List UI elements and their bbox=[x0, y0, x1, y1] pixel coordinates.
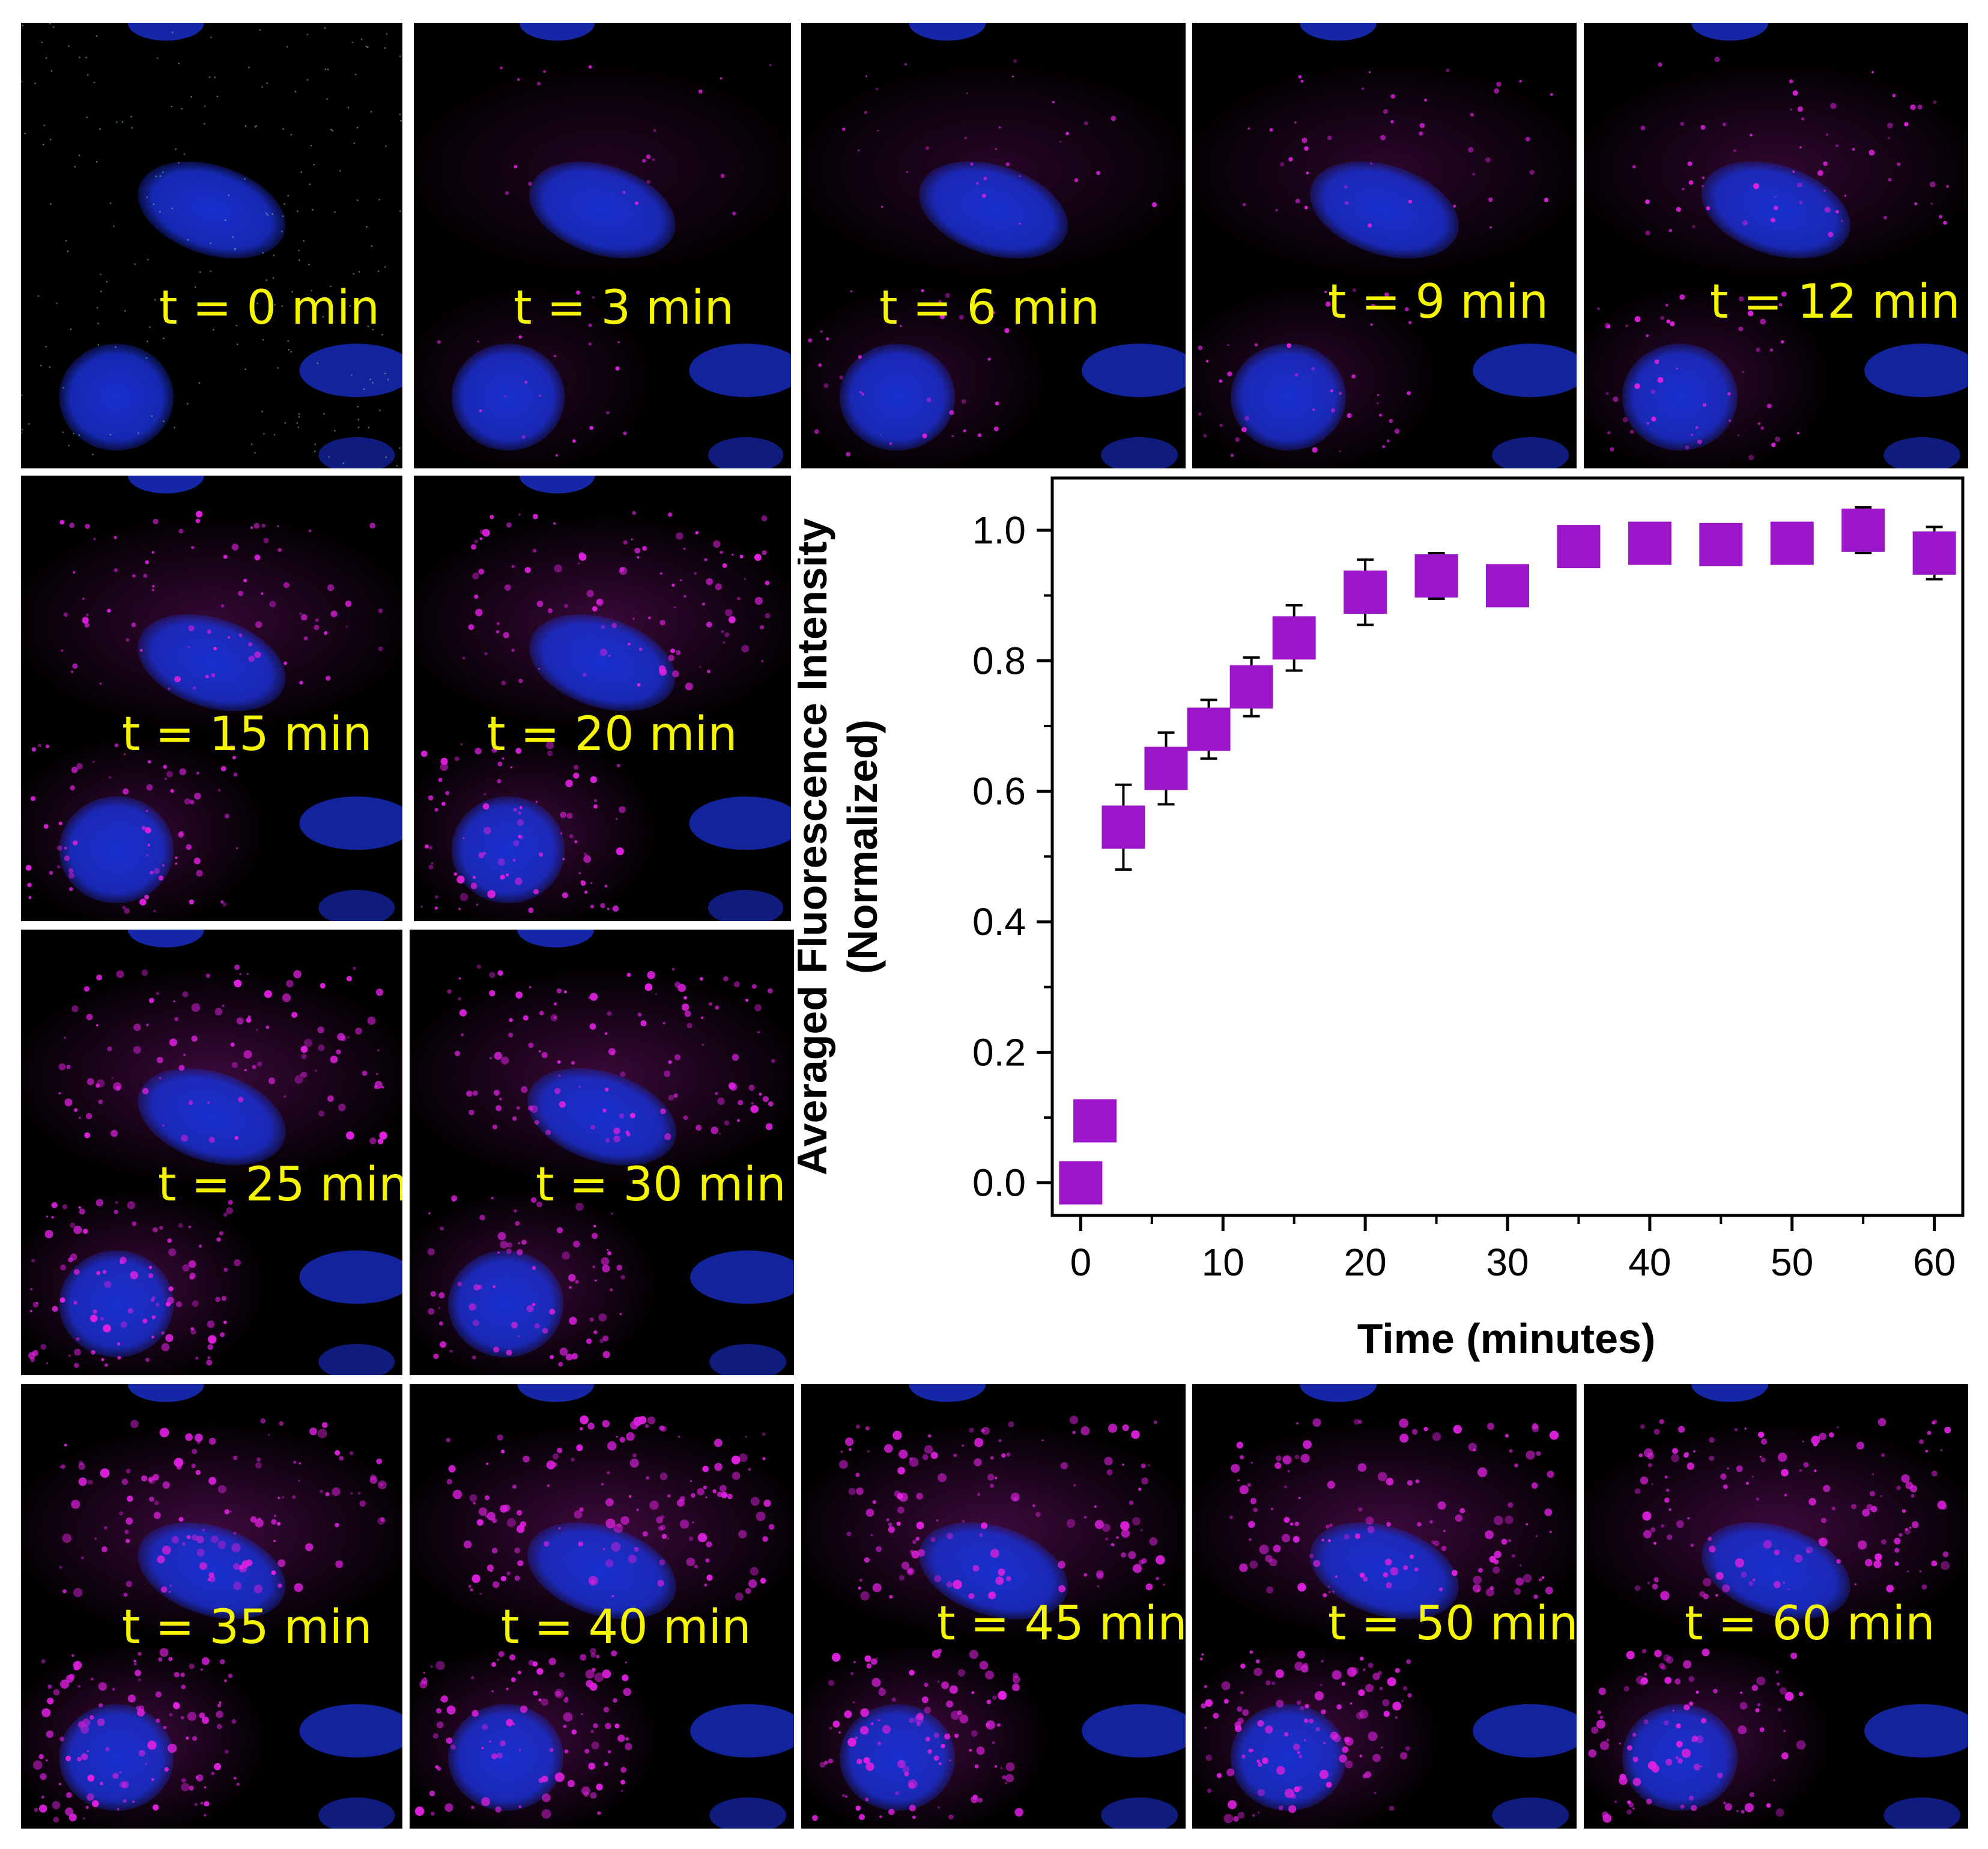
time-label: t = 6 min bbox=[879, 281, 1100, 335]
x-tick-label: 0 bbox=[1070, 1241, 1092, 1284]
data-point bbox=[1628, 521, 1671, 565]
y-tick-label: 0.0 bbox=[972, 1161, 1026, 1205]
cell-image bbox=[21, 930, 402, 1375]
cell-image bbox=[21, 1384, 402, 1829]
data-point bbox=[1059, 1161, 1103, 1205]
micrograph-panel-3: t = 9 min bbox=[1192, 23, 1577, 468]
data-point bbox=[1770, 521, 1814, 565]
time-label: t = 3 min bbox=[514, 281, 735, 335]
data-point bbox=[1102, 805, 1145, 849]
data-point bbox=[1144, 746, 1188, 790]
x-tick-label: 40 bbox=[1628, 1241, 1671, 1284]
time-label: t = 12 min bbox=[1710, 275, 1960, 329]
cell-image bbox=[410, 930, 794, 1375]
data-point bbox=[1699, 522, 1743, 566]
x-axis-label: Time (minutes) bbox=[1357, 1315, 1656, 1362]
micrograph-panel-8: t = 30 min bbox=[410, 930, 794, 1375]
time-label: t = 50 min bbox=[1328, 1597, 1577, 1651]
data-point bbox=[1229, 665, 1273, 709]
cell-image bbox=[801, 1384, 1186, 1829]
cell-image bbox=[1192, 1384, 1577, 1829]
x-tick-label: 20 bbox=[1344, 1241, 1387, 1284]
micrograph-panel-7: t = 25 min bbox=[21, 930, 402, 1375]
time-label: t = 60 min bbox=[1685, 1597, 1935, 1651]
data-point bbox=[1486, 564, 1529, 608]
time-label: t = 30 min bbox=[536, 1158, 786, 1212]
micrograph-panel-1: t = 3 min bbox=[414, 23, 791, 468]
cell-image bbox=[21, 476, 402, 921]
time-label: t = 45 min bbox=[937, 1597, 1186, 1651]
data-points bbox=[1059, 506, 1956, 1205]
y-tick-label: 1.0 bbox=[972, 509, 1026, 552]
cell-image bbox=[414, 476, 791, 921]
time-label: t = 15 min bbox=[122, 707, 372, 761]
micrograph-panel-10: t = 40 min bbox=[410, 1384, 794, 1829]
x-tick-label: 50 bbox=[1771, 1241, 1813, 1284]
x-tick-label: 30 bbox=[1486, 1241, 1529, 1284]
cell-image bbox=[1584, 1384, 1968, 1829]
micrograph-panel-13: t = 60 min bbox=[1584, 1384, 1968, 1829]
micrograph-panel-11: t = 45 min bbox=[801, 1384, 1186, 1829]
data-point bbox=[1841, 508, 1885, 552]
y-tick-label: 0.4 bbox=[972, 900, 1026, 943]
cell-image bbox=[801, 23, 1186, 468]
y-axis-label-line1: Averaged Fluorescence Intensity bbox=[798, 518, 835, 1176]
x-tick-label: 60 bbox=[1913, 1241, 1956, 1284]
y-tick-label: 0.8 bbox=[972, 639, 1026, 682]
micrograph-panel-9: t = 35 min bbox=[21, 1384, 402, 1829]
time-label: t = 40 min bbox=[501, 1600, 751, 1654]
time-label: t = 25 min bbox=[158, 1158, 402, 1212]
data-point bbox=[1912, 531, 1956, 575]
x-axis-ticks: 0 10 20 30 40 50 60 bbox=[1070, 1215, 1956, 1284]
micrograph-panel-0: t = 0 min bbox=[21, 23, 402, 468]
data-point bbox=[1187, 707, 1231, 751]
time-label: t = 35 min bbox=[122, 1600, 372, 1654]
data-point bbox=[1272, 616, 1316, 660]
data-point bbox=[1073, 1099, 1117, 1143]
y-tick-label: 0.6 bbox=[972, 770, 1026, 813]
micrograph-panel-5: t = 15 min bbox=[21, 476, 402, 921]
y-tick-label: 0.2 bbox=[972, 1030, 1026, 1074]
cell-image bbox=[414, 23, 791, 468]
intensity-chart: 0.0 0.2 0.4 0.6 0.8 1.0 0 10 20 30 40 50 60 Time (m… bbox=[798, 476, 1965, 1362]
y-axis-label-line2: (Normalized) bbox=[839, 719, 886, 974]
micrograph-panel-12: t = 50 min bbox=[1192, 1384, 1577, 1829]
micrograph-panel-6: t = 20 min bbox=[414, 476, 791, 921]
data-point bbox=[1414, 554, 1458, 598]
time-label: t = 20 min bbox=[487, 707, 738, 761]
time-label: t = 9 min bbox=[1328, 275, 1549, 329]
y-axis-ticks: 0.0 0.2 0.4 0.6 0.8 1.0 bbox=[972, 509, 1052, 1205]
data-point bbox=[1344, 570, 1387, 614]
time-label: t = 0 min bbox=[159, 281, 380, 335]
cell-image bbox=[1584, 23, 1968, 468]
cell-image bbox=[21, 23, 402, 468]
micrograph-panel-2: t = 6 min bbox=[801, 23, 1186, 468]
micrograph-panel-4: t = 12 min bbox=[1584, 23, 1968, 468]
cell-image bbox=[410, 1384, 794, 1829]
x-tick-label: 10 bbox=[1202, 1241, 1244, 1284]
data-point bbox=[1557, 525, 1601, 569]
cell-image bbox=[1192, 23, 1577, 468]
